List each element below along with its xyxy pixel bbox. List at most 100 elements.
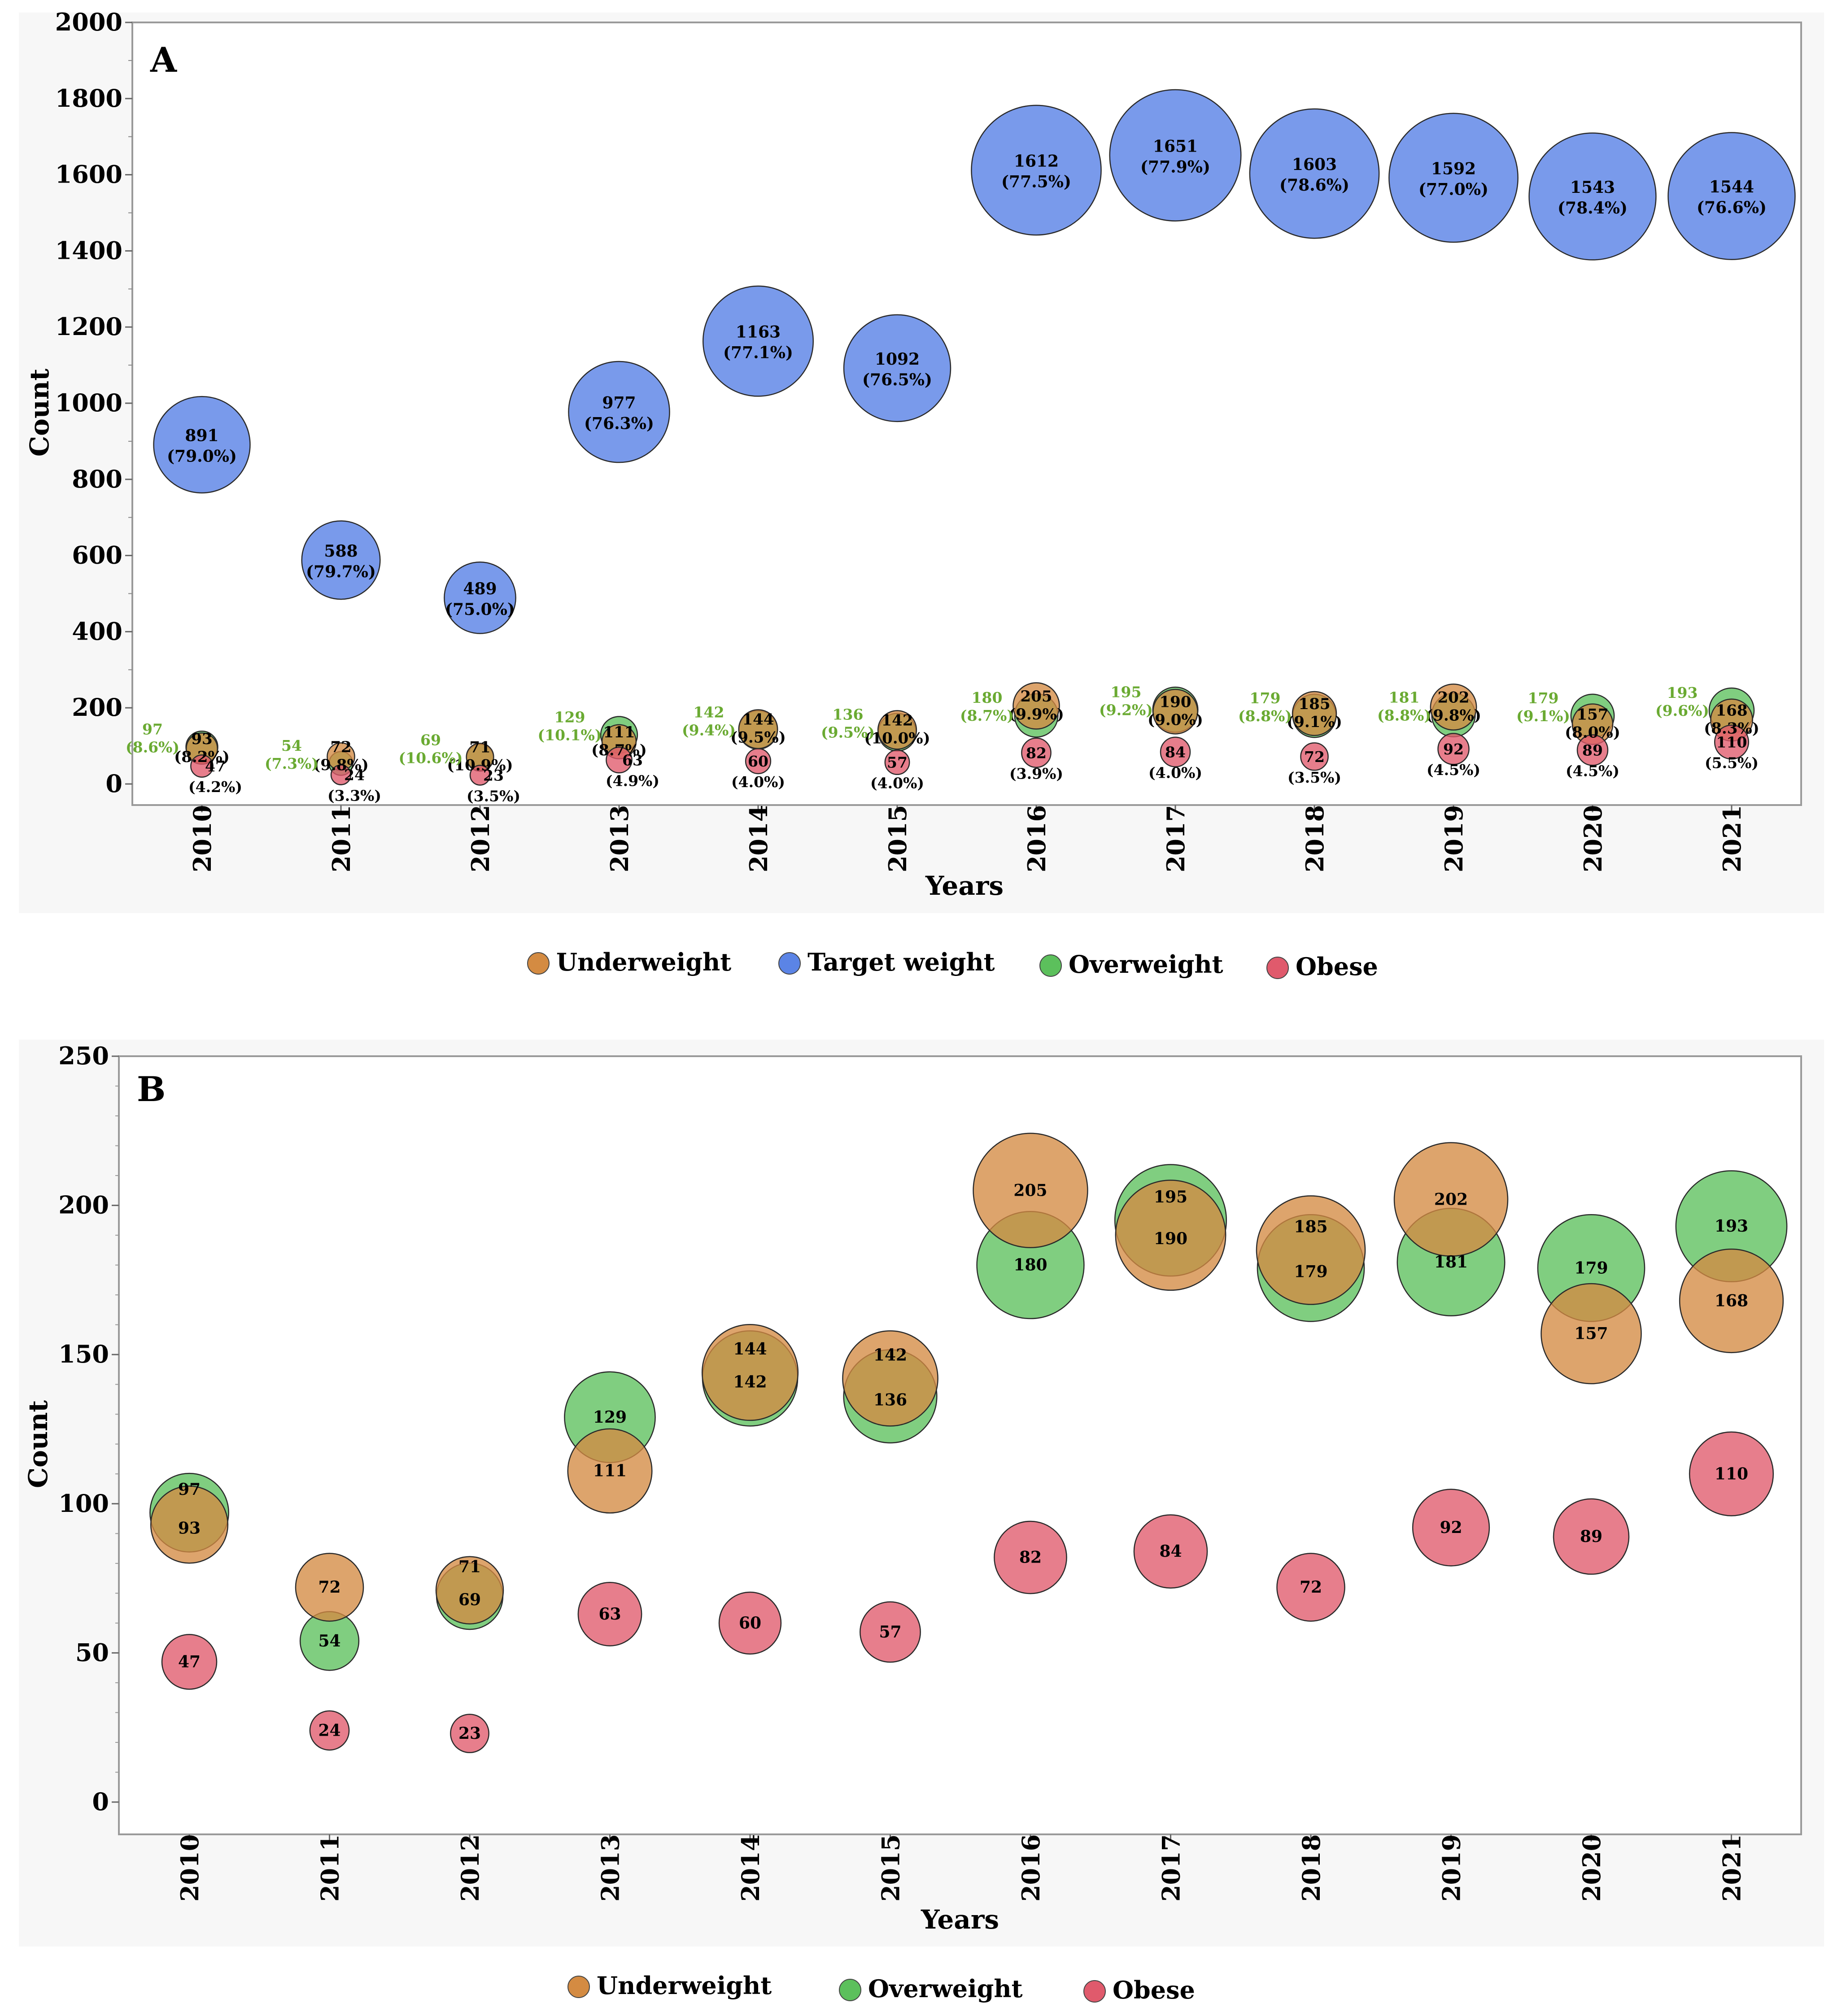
panel-a-legend: Underweight Target weight Overweight Obe… bbox=[527, 948, 1378, 981]
x-tick-label-b: 2020 bbox=[1577, 1834, 1606, 1902]
target-bubble-a bbox=[153, 396, 251, 494]
target-value-label-a: 977 bbox=[602, 394, 636, 413]
legend-a-obese-label: Obese bbox=[1296, 952, 1378, 981]
overweight-value-label-b: 193 bbox=[1715, 1217, 1748, 1236]
obese-value-label-b: 92 bbox=[1440, 1518, 1462, 1537]
y-tick-label-b: 200 bbox=[58, 1191, 109, 1219]
target-value-label-a: 588 bbox=[324, 542, 358, 561]
obese-value-label-a: 23 bbox=[483, 766, 504, 784]
legend-b-overweight-label: Overweight bbox=[868, 1974, 1023, 2003]
legend-a-underweight-marker bbox=[527, 952, 550, 975]
overweight-value-label-a: 129 bbox=[554, 708, 585, 726]
underweight-bubble-b bbox=[701, 1324, 799, 1421]
underweight-bubble-b bbox=[1256, 1195, 1366, 1305]
target-value-label-a: 1592 bbox=[1431, 159, 1476, 178]
overweight-value-label-a: 193 bbox=[1667, 684, 1698, 701]
overweight-value-label-a: 142 bbox=[694, 703, 724, 721]
obese-value-label-a: 84 bbox=[1165, 744, 1186, 761]
overweight-value-label-b: 97 bbox=[178, 1480, 201, 1499]
underweight-value-label-a: 205 bbox=[1021, 688, 1052, 705]
underweight-bubble-b bbox=[1115, 1180, 1226, 1291]
overweight-pct-label-a: (8.6%) bbox=[126, 739, 179, 756]
underweight-value-label-b: 71 bbox=[458, 1558, 481, 1576]
panel-a-xlabel: Years bbox=[925, 871, 1004, 901]
y-tick-label-a: 1000 bbox=[55, 388, 122, 417]
overweight-pct-label-a: (7.3%) bbox=[265, 755, 319, 772]
x-tick-label-b: 2013 bbox=[596, 1834, 625, 1902]
panel-a-marks bbox=[153, 89, 1796, 786]
target-value-label-a: 1543 bbox=[1570, 178, 1615, 197]
obese-value-label-a: 92 bbox=[1443, 740, 1464, 758]
obese-bubble-a bbox=[1714, 724, 1750, 760]
y-tick-label-a: 1200 bbox=[55, 312, 122, 341]
obese-pct-label-a: (3.5%) bbox=[467, 787, 520, 805]
target-bubble-a bbox=[1109, 89, 1242, 222]
underweight-value-label-a: 144 bbox=[742, 711, 774, 729]
target-pct-label-a: (79.7%) bbox=[306, 562, 376, 581]
panel-a-title: A bbox=[150, 40, 177, 80]
overweight-value-label-b: 180 bbox=[1013, 1256, 1047, 1275]
underweight-pct-label-a: (9.5%) bbox=[730, 729, 786, 747]
underweight-bubble-b bbox=[435, 1556, 504, 1624]
underweight-pct-label-a: (9.1%) bbox=[1287, 713, 1342, 731]
underweight-pct-label-a: (8.3%) bbox=[1704, 719, 1759, 737]
overweight-value-label-a: 179 bbox=[1528, 689, 1559, 707]
underweight-pct-label-a: (8.2%) bbox=[174, 748, 230, 766]
obese-bubble-a bbox=[190, 754, 214, 778]
legend-a-overweight-marker bbox=[1039, 954, 1062, 977]
x-tick-label-b: 2017 bbox=[1157, 1834, 1186, 1902]
obese-pct-label-a: (4.0%) bbox=[1148, 764, 1202, 782]
panel-a-ylabel: Count bbox=[24, 369, 55, 457]
underweight-value-label-a: 111 bbox=[603, 723, 635, 741]
underweight-value-label-a: 168 bbox=[1716, 701, 1748, 719]
underweight-value-label-a: 157 bbox=[1577, 706, 1609, 724]
overweight-pct-label-a: (9.6%) bbox=[1655, 702, 1709, 719]
target-bubble-a bbox=[444, 561, 516, 634]
target-value-label-a: 1603 bbox=[1292, 155, 1337, 174]
panel-b-marks bbox=[149, 1132, 1788, 1753]
y-tick-label-b: 150 bbox=[58, 1340, 109, 1368]
obese-value-label-b: 23 bbox=[458, 1724, 481, 1743]
underweight-pct-label-a: (8.7%) bbox=[591, 741, 647, 759]
panel-b-legend: Underweight Overweight Obese bbox=[567, 1971, 1195, 2004]
x-tick-label-b: 2016 bbox=[1017, 1834, 1045, 1902]
underweight-bubble-a bbox=[1430, 684, 1477, 731]
overweight-pct-label-a: (9.2%) bbox=[1099, 701, 1153, 718]
target-pct-label-a: (78.4%) bbox=[1558, 199, 1628, 218]
underweight-pct-label-a: (9.9%) bbox=[1008, 705, 1064, 723]
x-tick-label-a: 2013 bbox=[605, 805, 634, 872]
obese-pct-label-a: (4.2%) bbox=[188, 778, 242, 796]
obese-bubble-a bbox=[884, 749, 910, 775]
obese-bubble-a bbox=[1576, 734, 1609, 766]
overweight-value-label-b: 54 bbox=[318, 1632, 340, 1650]
y-tick-label-b: 250 bbox=[58, 1041, 109, 1070]
obese-value-label-b: 110 bbox=[1715, 1464, 1748, 1483]
y-tick-label-a: 400 bbox=[72, 617, 122, 645]
target-bubble-a bbox=[1528, 132, 1657, 261]
obese-value-label-b: 72 bbox=[1300, 1578, 1322, 1597]
y-tick-label-b: 100 bbox=[58, 1489, 109, 1518]
target-value-label-a: 1612 bbox=[1014, 152, 1059, 170]
panel-a-y-axis: 0 200 400 600 800 1000 1200 1400 1600 1800 2000 bbox=[55, 8, 132, 798]
underweight-value-label-b: 72 bbox=[318, 1578, 340, 1597]
target-pct-label-a: (76.3%) bbox=[584, 414, 654, 433]
obese-bubble-b bbox=[860, 1601, 921, 1663]
obese-bubble-b bbox=[1553, 1498, 1630, 1575]
target-value-label-a: 1092 bbox=[875, 350, 920, 369]
panel-b-labels: 97 93 47 54 72 24 71 69 23 129 111 63 144 142 60 142 136… bbox=[178, 1181, 1748, 1743]
obese-bubble-a bbox=[606, 746, 633, 774]
obese-value-label-a: 89 bbox=[1582, 741, 1603, 759]
target-bubble-a bbox=[1667, 132, 1796, 260]
overweight-value-label-b: 129 bbox=[593, 1408, 627, 1427]
overweight-value-label-b: 69 bbox=[458, 1590, 481, 1609]
obese-pct-label-a: (4.0%) bbox=[870, 775, 924, 792]
underweight-value-label-b: 144 bbox=[733, 1340, 767, 1359]
obese-bubble-a bbox=[745, 748, 772, 775]
underweight-value-label-a: 93 bbox=[191, 730, 212, 748]
target-bubble-a bbox=[1249, 108, 1380, 239]
x-tick-label-b: 2011 bbox=[316, 1834, 345, 1902]
underweight-bubble-b bbox=[295, 1553, 364, 1622]
obese-bubble-b bbox=[577, 1582, 642, 1646]
target-pct-label-a: (76.6%) bbox=[1697, 198, 1767, 217]
target-bubble-a bbox=[971, 105, 1102, 236]
